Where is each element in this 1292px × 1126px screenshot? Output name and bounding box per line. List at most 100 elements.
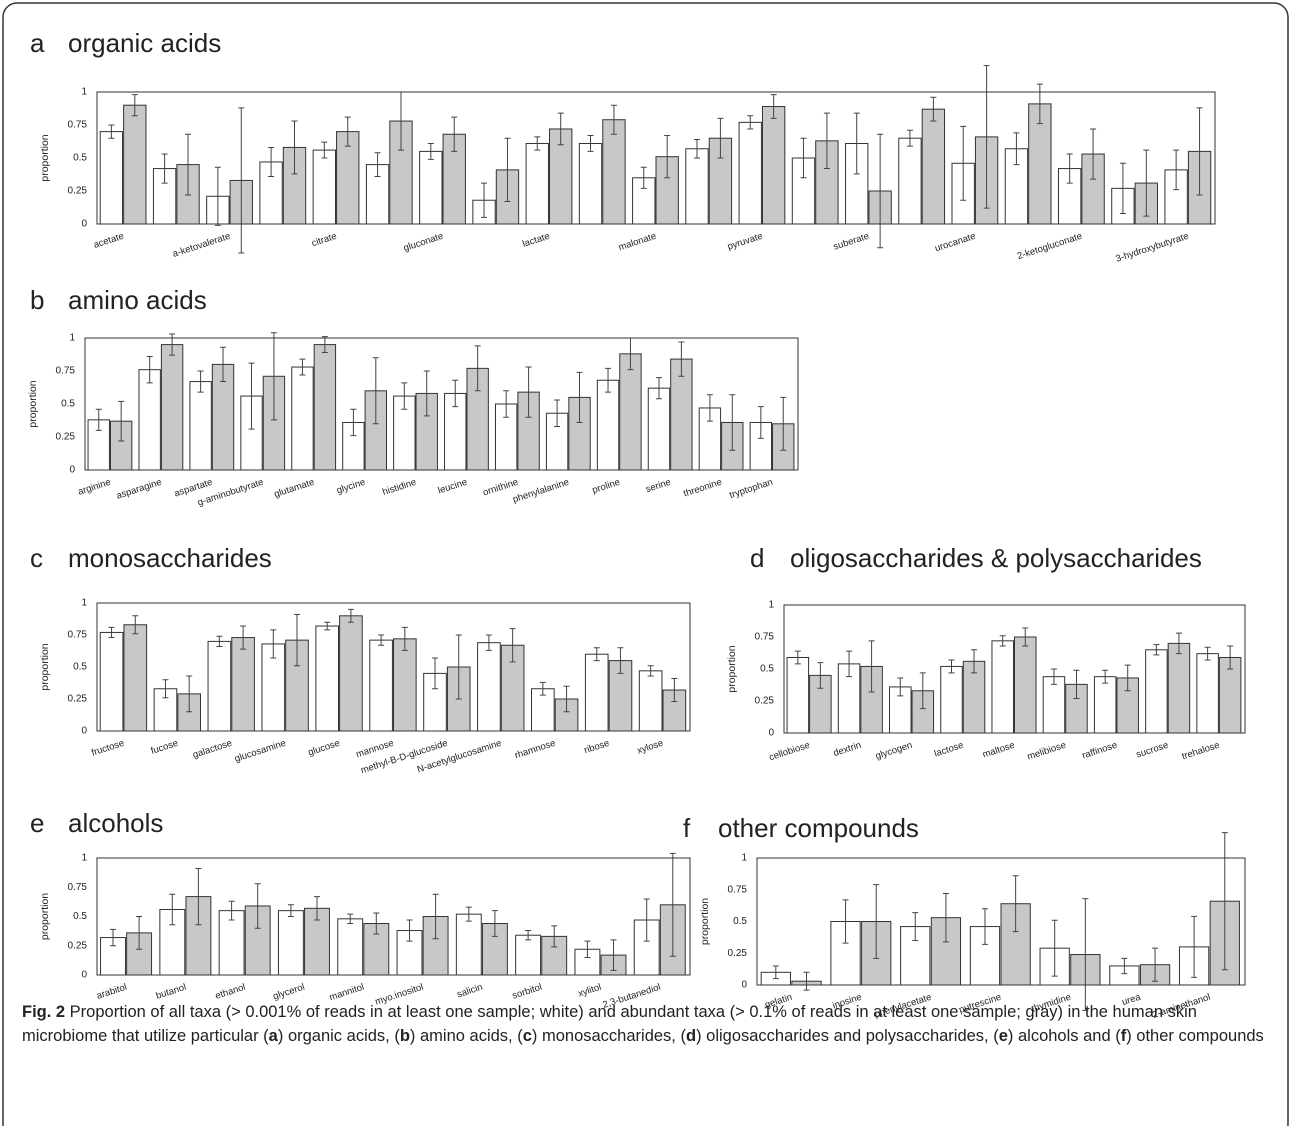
x-tick-label: butanol xyxy=(155,982,188,1002)
x-tick-label: pyruvate xyxy=(726,231,764,253)
error-bar xyxy=(324,621,331,631)
y-axis-label: proportion xyxy=(39,643,51,690)
caption-panel-letter: e xyxy=(998,1027,1008,1045)
plot-frame xyxy=(96,857,691,976)
x-tick-label: acetate xyxy=(92,231,125,251)
error-bar xyxy=(347,913,354,925)
bar xyxy=(898,137,922,225)
error-bar xyxy=(587,135,594,152)
x-tick-label: glycogen xyxy=(874,740,914,762)
chart-title: amino acids xyxy=(68,285,207,315)
error-bar xyxy=(481,182,488,218)
bar xyxy=(277,910,304,976)
error-bar xyxy=(817,662,824,689)
chart-title: organic acids xyxy=(68,28,221,58)
y-tick-label: 0.25 xyxy=(755,696,775,707)
error-bar xyxy=(1051,919,1058,977)
x-tick-label: fucose xyxy=(150,738,180,757)
error-bar xyxy=(423,370,430,417)
y-tick-label: 1 xyxy=(81,87,87,98)
y-tick-label: 0 xyxy=(81,970,87,981)
y-tick-label: 0.5 xyxy=(61,399,75,410)
error-bar xyxy=(452,379,459,408)
error-bar xyxy=(291,120,298,175)
error-bar xyxy=(427,142,434,160)
bar xyxy=(1042,676,1066,734)
caption-panel-letter: f xyxy=(1120,1027,1127,1045)
error-bar xyxy=(287,904,294,917)
error-bar xyxy=(432,893,439,940)
error-bar xyxy=(228,900,235,921)
error-bar xyxy=(877,133,884,249)
error-bar xyxy=(373,912,380,935)
x-tick-label: gluconate xyxy=(402,231,445,254)
y-tick-label: 1 xyxy=(741,853,747,864)
error-bar xyxy=(485,634,492,651)
x-tick-label: arginine xyxy=(77,477,113,498)
error-bar xyxy=(136,916,143,950)
error-bar xyxy=(1196,107,1203,196)
error-bar xyxy=(197,370,204,393)
x-tick-label: maltose xyxy=(981,740,1016,761)
error-bar xyxy=(401,626,408,651)
x-tick-label: ethanol xyxy=(214,982,247,1002)
x-tick-label: 2-ketogluconate xyxy=(1016,231,1084,262)
y-tick-label: 0.5 xyxy=(73,662,87,673)
error-bar xyxy=(474,345,481,392)
bar xyxy=(363,923,390,976)
x-tick-label: asparagine xyxy=(115,477,163,502)
error-bar xyxy=(1066,153,1073,184)
error-bar xyxy=(1012,875,1019,933)
bar xyxy=(515,934,542,976)
error-bar xyxy=(584,940,591,958)
error-bar xyxy=(455,634,462,700)
x-tick-label: trehalose xyxy=(1181,740,1222,763)
error-bar xyxy=(525,366,532,418)
error-bar xyxy=(912,912,919,942)
y-tick-label: 0 xyxy=(741,980,747,991)
error-bar xyxy=(401,382,408,410)
plot-frame xyxy=(756,857,1246,986)
y-tick-label: 1 xyxy=(69,333,75,344)
error-bar xyxy=(451,116,458,152)
error-bar xyxy=(372,357,379,425)
error-bar xyxy=(1082,898,1089,1011)
error-bar xyxy=(350,408,357,437)
error-bar xyxy=(983,65,990,209)
plot-frame xyxy=(84,337,799,471)
x-tick-label: rhamnose xyxy=(513,738,557,762)
bar xyxy=(1093,676,1117,734)
error-bar xyxy=(1022,627,1029,647)
error-bar xyxy=(378,634,385,646)
bar xyxy=(685,148,709,225)
bar xyxy=(1196,653,1219,734)
x-tick-label: salicin xyxy=(456,982,485,1001)
error-bar xyxy=(1153,644,1160,656)
error-bar xyxy=(216,635,223,648)
error-bar xyxy=(1221,832,1228,971)
y-tick-label: 0.25 xyxy=(728,948,748,959)
bar xyxy=(312,149,337,225)
error-bar xyxy=(1152,947,1159,982)
error-bar xyxy=(669,852,676,957)
y-tick-label: 0.5 xyxy=(73,911,87,922)
error-bar xyxy=(432,657,439,690)
error-bar xyxy=(195,868,202,926)
x-tick-label: raffinose xyxy=(1081,740,1119,762)
error-bar xyxy=(554,399,561,427)
error-bar xyxy=(757,406,764,439)
error-bar xyxy=(551,925,558,948)
bar xyxy=(313,344,337,471)
error-bar xyxy=(593,647,600,662)
x-tick-label: proline xyxy=(591,477,622,496)
error-bar xyxy=(897,677,904,697)
bar xyxy=(477,642,501,732)
y-tick-label: 0.25 xyxy=(56,432,76,443)
error-bar xyxy=(1173,149,1180,191)
y-axis-label: proportion xyxy=(726,645,738,692)
caption-text: ) other compounds xyxy=(1126,1027,1264,1045)
error-bar xyxy=(347,608,354,623)
y-tick-label: 0 xyxy=(768,728,774,739)
chart-title: monosaccharides xyxy=(68,543,272,573)
error-bar xyxy=(971,649,978,674)
